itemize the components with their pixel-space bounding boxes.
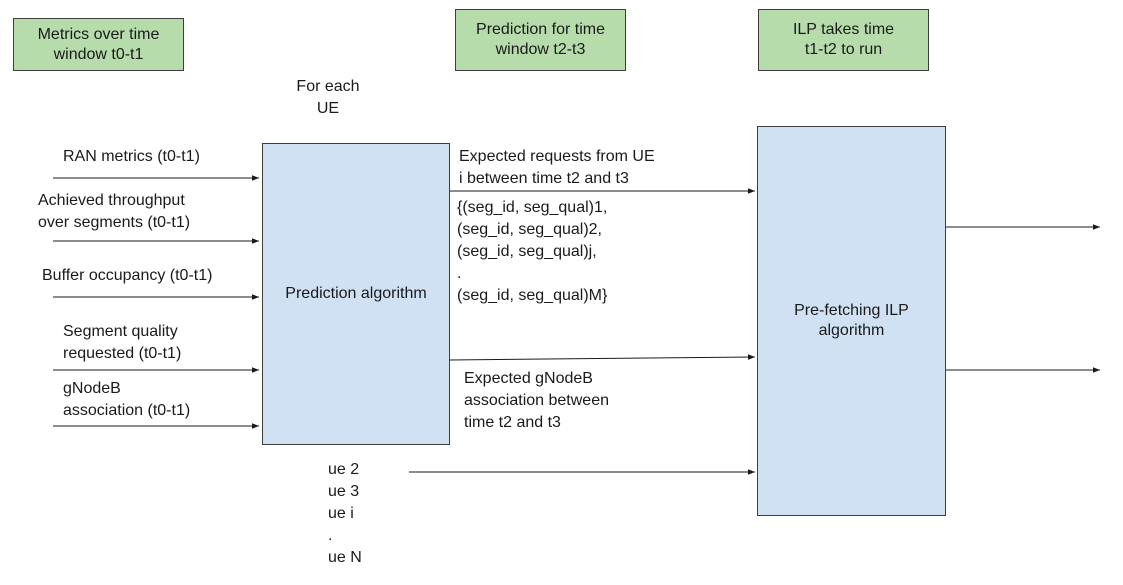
- ilp-algorithm-box: Pre-fetching ILP algorithm: [757, 126, 946, 516]
- expected-requests-title: Expected requests from UE i between time…: [459, 148, 655, 187]
- ilp-time-label: ILP takes time t1-t2 to run: [792, 21, 895, 58]
- expected-requests-list: {(seg_id, seg_qual)1, (seg_id, seg_qual)…: [457, 199, 608, 304]
- prediction-window-box: Prediction for time window t2-t3: [455, 9, 626, 71]
- ilp-time-box: ILP takes time t1-t2 to run: [758, 9, 929, 71]
- input-buffer-occupancy: Buffer occupancy (t0-t1): [42, 267, 213, 284]
- metrics-window-label: Metrics over time window t0-t1: [37, 25, 160, 63]
- for-each-ue-label: For each UE: [296, 78, 360, 117]
- input-gnodeb-association: gNodeB association (t0-t1): [63, 380, 191, 419]
- arrow-expected-gnodeb: [449, 354, 756, 361]
- metrics-window-box: Metrics over time window t0-t1: [13, 18, 184, 71]
- input-achieved-throughput: Achieved throughput over segments (t0-t1…: [38, 192, 191, 231]
- input-ran-metrics: RAN metrics (t0-t1): [63, 148, 200, 165]
- prediction-algorithm-label: Prediction algorithm: [285, 285, 427, 302]
- input-segment-quality: Segment quality requested (t0-t1): [63, 323, 182, 362]
- expected-gnodeb-label: Expected gNodeB association between time…: [464, 370, 609, 431]
- prediction-algorithm-box: Prediction algorithm: [262, 143, 450, 445]
- ilp-algorithm-label: Pre-fetching ILP algorithm: [794, 302, 909, 339]
- prediction-window-label: Prediction for time window t2-t3: [476, 21, 605, 58]
- ue-list: ue 2 ue 3 ue i . ue N: [328, 461, 362, 566]
